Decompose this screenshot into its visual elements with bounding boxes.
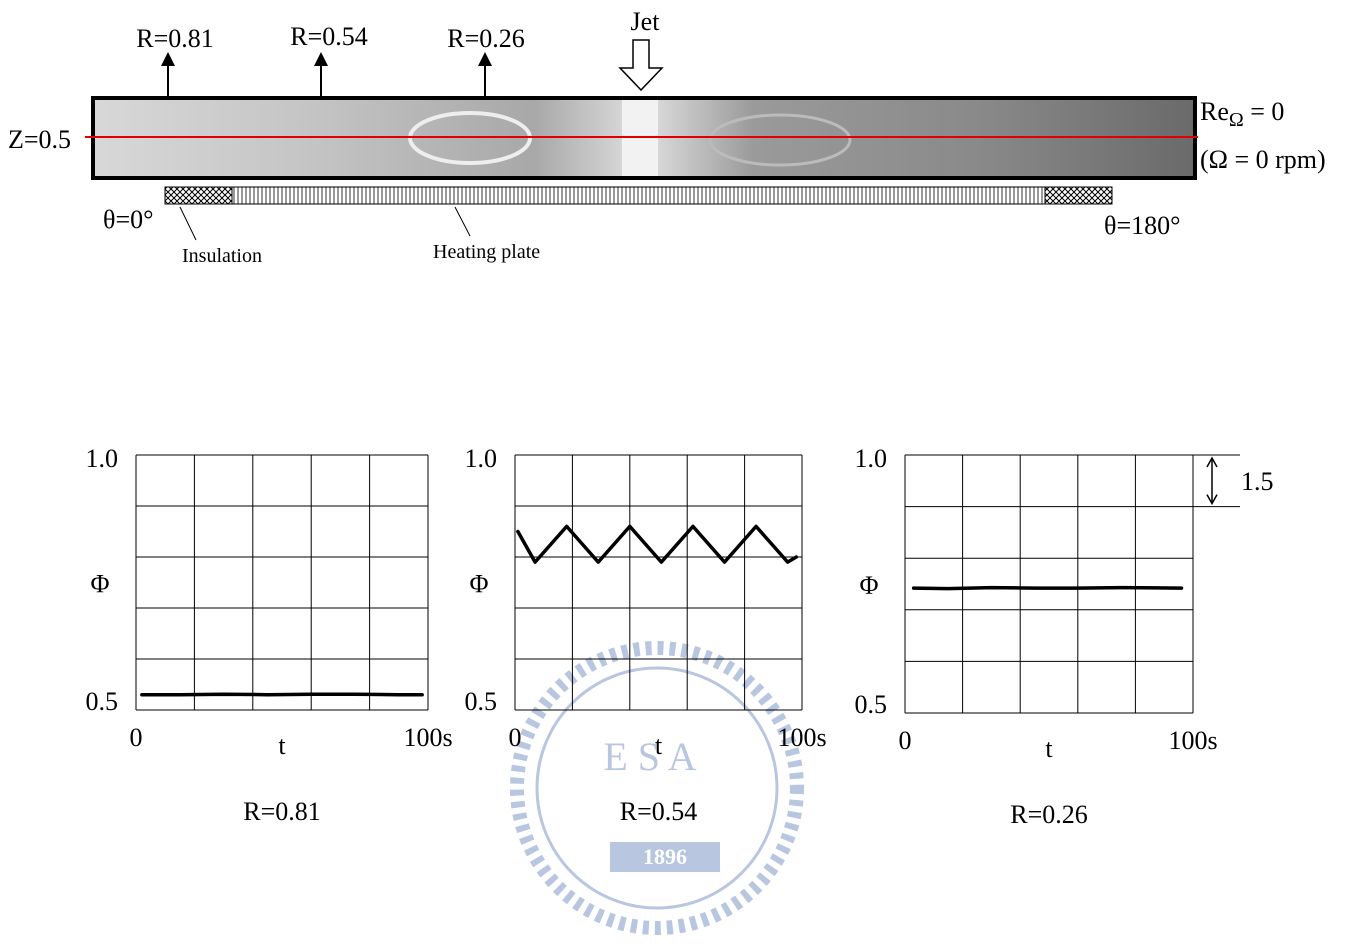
data-line [516, 524, 799, 564]
x-tick-label: 0 [509, 723, 522, 752]
y-tick-label: 1.0 [855, 444, 888, 473]
chart-title: R=0.26 [1010, 800, 1088, 829]
x-axis-label: t [655, 731, 663, 760]
arrowheads [161, 52, 492, 66]
x-tick-label: 100s [777, 723, 826, 752]
chart-title: R=0.54 [620, 797, 698, 826]
leader [179, 206, 197, 241]
probe-label: R=0.81 [136, 24, 214, 53]
watermark: E S A 1896 [510, 641, 804, 935]
x-tick-label: 100s [1168, 726, 1217, 755]
probe-label: R=0.26 [447, 24, 525, 53]
x-axis-label: t [278, 731, 286, 760]
y-tick-label: 0.5 [855, 690, 888, 719]
insulation-label: Insulation [182, 245, 262, 267]
probe-label: R=0.54 [290, 22, 368, 51]
re-sub: Ω [1229, 109, 1244, 131]
y-tick-label: 0.5 [465, 687, 498, 716]
y-tick-label: 1.0 [86, 444, 119, 473]
theta-end: θ=180° [1104, 211, 1181, 240]
heating-label: Heating plate [433, 241, 540, 263]
chart-title: R=0.81 [243, 797, 321, 826]
watermark-year: 1896 [643, 844, 687, 869]
y-tick-label: 1.0 [465, 444, 498, 473]
y-axis-label: Φ [90, 570, 109, 599]
re-rest: = 0 [1244, 97, 1285, 126]
x-tick-label: 100s [403, 723, 452, 752]
theta-start: θ=0° [103, 205, 154, 234]
heating-bar [231, 186, 1046, 205]
probe-arrows [167, 64, 486, 98]
y-tick-label: 0.5 [86, 687, 119, 716]
x-axis-label: t [1045, 734, 1053, 763]
data-line [911, 585, 1184, 591]
jet-label: Jet [631, 7, 661, 36]
jet-arrow [618, 39, 664, 92]
y-axis-label: Φ [859, 571, 878, 600]
x-tick-label: 0 [130, 723, 143, 752]
insulation-bar [164, 186, 233, 205]
x-tick-label: 0 [899, 726, 912, 755]
arrowhead [1206, 456, 1218, 506]
watermark-letters: E S A [603, 734, 696, 779]
leader [454, 206, 471, 237]
re-label: ReΩ = 0 [1200, 97, 1284, 131]
z-label: Z=0.5 [8, 125, 71, 154]
omega-label: (Ω = 0 rpm) [1200, 145, 1326, 174]
y-axis-label: Φ [469, 570, 488, 599]
annotation: 1.5 [1241, 467, 1274, 496]
vortex [708, 113, 852, 167]
data-line [140, 692, 424, 697]
insulation-bar [1044, 186, 1113, 205]
re-base: Re [1200, 97, 1229, 126]
